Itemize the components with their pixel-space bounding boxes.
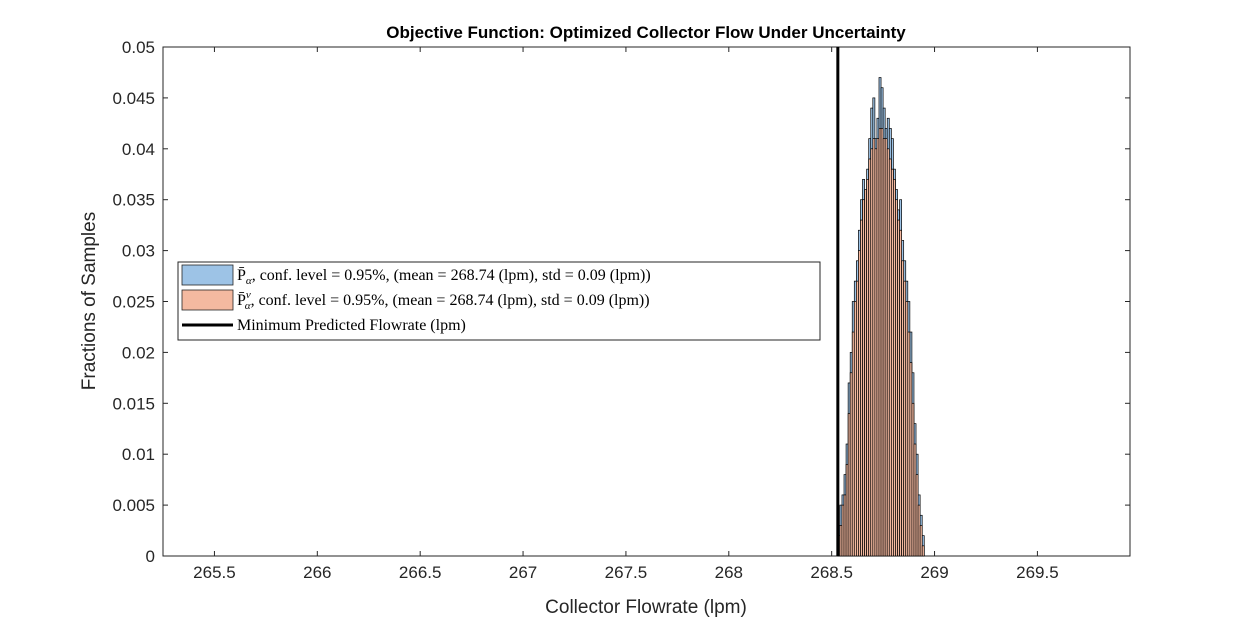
series-2-bar	[921, 545, 925, 557]
y-tick-label: 0.045	[112, 89, 155, 108]
x-tick-label: 268.5	[810, 563, 853, 582]
series-2-bars	[837, 128, 925, 557]
y-axis-ticks: 0 0.005 0.01 0.015 0.02 0.025 0.03 0.035 0.04 0.0…	[112, 38, 1130, 566]
y-tick-label: 0.02	[122, 343, 155, 362]
legend-label-series-2: P̄v α, conf. level = 0.95%, (mean = 268.7…	[237, 289, 650, 312]
x-axis-label: Collector Flowrate (lpm)	[545, 597, 747, 618]
x-tick-label: 265.5	[193, 563, 236, 582]
legend-box	[177, 261, 821, 341]
y-tick-label: 0	[146, 547, 155, 566]
y-tick-label: 0.005	[112, 496, 155, 515]
y-axis-label: Fractions of Samples	[79, 212, 100, 390]
legend-label-series-1: P̄α, conf. level = 0.95%, (mean = 268.74…	[237, 267, 651, 287]
x-axis-ticks: 265.5 266 266.5 267 267.5 268 268.5 269 269.5	[193, 47, 1059, 582]
x-tick-label: 269.5	[1016, 563, 1059, 582]
y-tick-label: 0.025	[112, 293, 155, 312]
series-2-bar	[919, 525, 923, 557]
legend: P̄α, conf. level = 0.95%, (mean = 268.74…	[177, 261, 821, 341]
x-tick-label: 268	[715, 563, 743, 582]
x-tick-label: 267	[509, 563, 537, 582]
y-tick-label: 0.015	[112, 394, 155, 413]
legend-swatch-series-1	[181, 264, 234, 286]
x-tick-label: 269	[920, 563, 948, 582]
y-tick-label: 0.03	[122, 242, 155, 261]
x-tick-label: 266.5	[399, 563, 442, 582]
legend-label-min-line: Minimum Predicted Flowrate (lpm)	[237, 317, 466, 334]
legend-entry-series-2: P̄v α, conf. level = 0.95%, (mean = 268.7…	[181, 289, 650, 312]
chart-title: Objective Function: Optimized Collector …	[386, 23, 906, 42]
y-tick-label: 0.04	[122, 140, 155, 159]
legend-entry-series-1: P̄α, conf. level = 0.95%, (mean = 268.74…	[181, 264, 651, 287]
y-tick-label: 0.035	[112, 191, 155, 210]
x-tick-label: 267.5	[605, 563, 648, 582]
legend-entry-min-line: Minimum Predicted Flowrate (lpm)	[182, 317, 466, 334]
y-tick-label: 0.05	[122, 38, 155, 57]
legend-swatch-series-2	[181, 289, 234, 311]
y-tick-label: 0.01	[122, 445, 155, 464]
x-tick-label: 266	[303, 563, 331, 582]
